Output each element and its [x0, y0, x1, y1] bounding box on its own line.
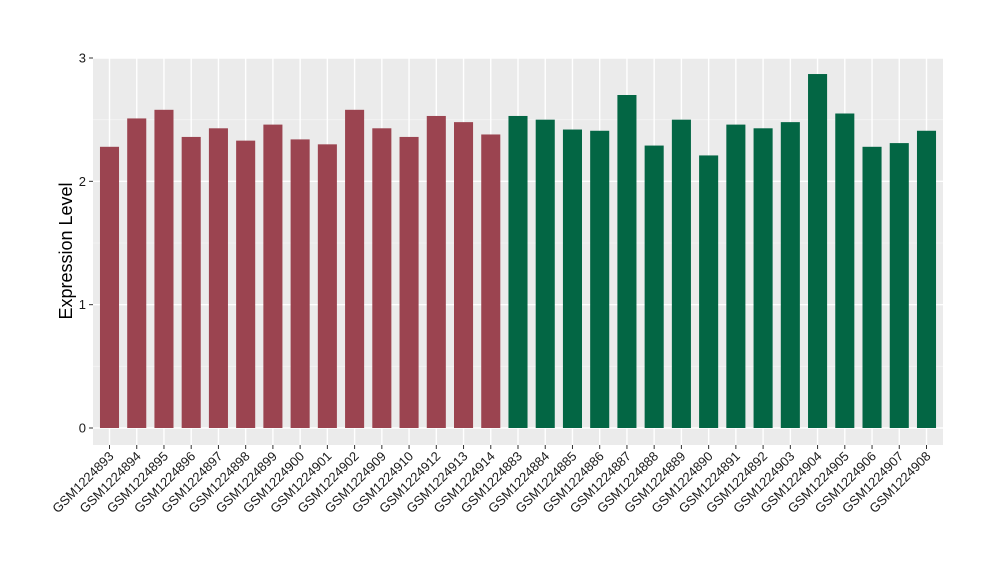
bar-GSM1224903: [780, 122, 800, 428]
bar-GSM1224892: [753, 128, 773, 429]
y-tick-label: 2: [79, 174, 86, 189]
bar-GSM1224908: [916, 130, 937, 428]
bar-GSM1224904: [808, 74, 828, 429]
bar-GSM1224913: [454, 122, 474, 428]
y-tick-label: 0: [79, 421, 86, 436]
bar-GSM1224907: [889, 143, 909, 428]
bar-GSM1224910: [399, 136, 419, 428]
bar-GSM1224893: [99, 146, 120, 429]
bar-GSM1224914: [481, 134, 501, 428]
bar-GSM1224897: [208, 128, 228, 429]
bar-GSM1224896: [181, 136, 201, 428]
bar-GSM1224883: [508, 115, 528, 428]
bar-GSM1224889: [671, 119, 691, 429]
bar-GSM1224902: [345, 109, 365, 429]
bar-GSM1224888: [644, 145, 664, 429]
bar-GSM1224890: [699, 155, 719, 428]
bar-GSM1224886: [590, 130, 610, 428]
bar-GSM1224887: [617, 95, 637, 428]
bars: [99, 74, 937, 429]
bar-GSM1224885: [562, 129, 582, 429]
bar-GSM1224901: [317, 144, 337, 429]
axes: 0123GSM1224893GSM1224894GSM1224895GSM122…: [49, 51, 933, 516]
bar-GSM1224895: [154, 109, 174, 429]
bar-GSM1224894: [127, 118, 147, 428]
bar-GSM1224912: [426, 115, 446, 428]
bar-GSM1224884: [535, 119, 555, 429]
bar-GSM1224909: [372, 128, 392, 429]
bar-GSM1224900: [290, 139, 310, 428]
y-tick-label: 1: [79, 297, 86, 312]
bar-GSM1224899: [263, 124, 283, 428]
bar-GSM1224905: [835, 113, 855, 428]
y-axis-title: Expression Level: [56, 182, 76, 319]
bar-GSM1224898: [236, 140, 256, 428]
y-tick-label: 3: [79, 51, 86, 66]
bar-GSM1224891: [726, 124, 746, 428]
bar-GSM1224906: [862, 146, 882, 429]
